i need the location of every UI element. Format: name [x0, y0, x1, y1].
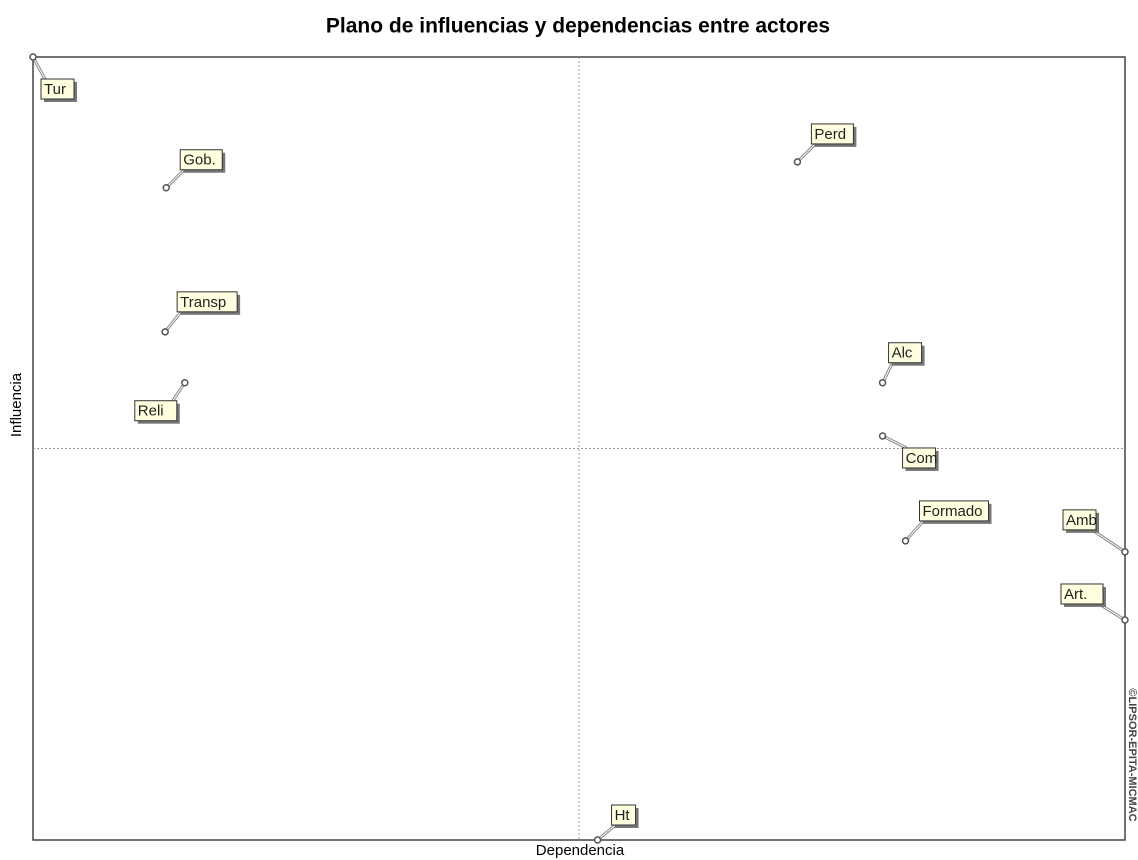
leader-line — [905, 520, 924, 542]
point — [29, 53, 37, 61]
leader-line — [597, 824, 616, 841]
label-box — [134, 400, 178, 422]
point — [878, 432, 887, 440]
point-label: Formado — [923, 503, 983, 520]
point-label: Transp — [180, 294, 226, 311]
point — [161, 328, 169, 336]
chart-title: Plano de influencias y dependencias entr… — [326, 15, 830, 38]
leader-line — [164, 311, 182, 333]
point — [593, 836, 602, 844]
leader-line — [797, 143, 816, 163]
point-label: Art. — [1064, 586, 1087, 603]
label-box — [40, 78, 75, 100]
point-label: Gob. — [183, 152, 216, 169]
label-box — [888, 342, 923, 364]
point-label: Alc — [892, 345, 913, 362]
label-box — [902, 447, 937, 469]
point — [1121, 548, 1129, 556]
point-label: Perd — [814, 126, 846, 143]
leader-line — [165, 169, 185, 189]
point — [1121, 616, 1129, 624]
leader-line — [32, 56, 46, 80]
point-label: Reli — [138, 403, 164, 420]
point — [878, 378, 887, 387]
point-label: Com — [906, 450, 938, 467]
label-box — [611, 804, 637, 826]
point — [793, 158, 802, 166]
point-label: Tur — [44, 81, 66, 98]
point-label: Ht — [615, 807, 631, 824]
label-box — [810, 123, 854, 145]
x-axis-label: Dependencia — [536, 842, 625, 859]
point — [162, 184, 170, 192]
leader-line — [882, 435, 907, 449]
credit: ©LIPSOR-EPITA-MICMAC — [1126, 688, 1138, 821]
y-axis-label: Influencia — [8, 372, 25, 437]
label-box — [1060, 583, 1104, 605]
point — [901, 537, 910, 545]
label-box — [179, 149, 223, 171]
label-box — [176, 291, 238, 313]
point-label: Amb — [1066, 512, 1097, 529]
label-box — [1062, 509, 1097, 531]
leader-line — [1091, 529, 1126, 553]
point — [181, 378, 189, 387]
label-box — [919, 500, 990, 522]
